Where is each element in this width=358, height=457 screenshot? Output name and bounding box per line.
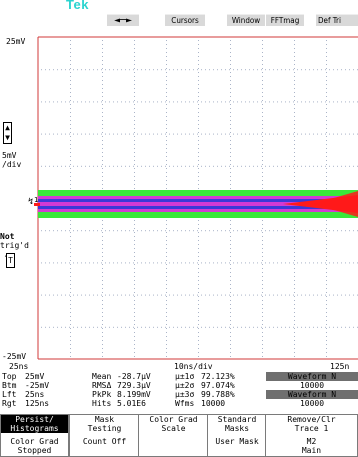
readout-row: Lft 25ns PkPk 8.199mV µ±3σ 99.788% Waveform N — [0, 390, 358, 399]
button-status-text: User Mask — [215, 437, 259, 446]
button-label-line: Testing — [87, 424, 122, 433]
readout-axis-label: Lft — [2, 390, 17, 399]
readout-stat-value: 5.01E6 — [117, 399, 146, 408]
readout-stat-label: Hits — [92, 399, 112, 408]
button-status-text: Color Grad — [10, 437, 59, 446]
channel-ground-icon: ↯ — [28, 197, 34, 207]
volts-per-div-unit: /div — [2, 160, 22, 169]
trigger-level-letter: T — [8, 256, 13, 265]
readout-sigma-value: 99.788% — [201, 390, 235, 399]
readout-sigma-label: µ±2σ — [175, 381, 195, 390]
arrow-up-icon: ▲ — [5, 123, 10, 132]
menu-buttons: Persist/Histograms Color Grad Stopped Mask T… — [0, 414, 358, 457]
waveform-count-label: Waveform N — [266, 372, 358, 381]
button-label-line: Persist/ — [1, 415, 68, 424]
top-toolbar: Tek ◄─► Cursors Window FFTmag Def Tri — [0, 0, 358, 26]
not-triggered-label: Not — [0, 232, 15, 241]
top-level-label: 25mV — [6, 37, 26, 46]
bottom-level-label: -25mV — [2, 352, 27, 361]
readout-stat-label: Mean — [92, 372, 112, 381]
cursors-button[interactable]: Cursors — [165, 14, 205, 26]
readout-stat-value: 8.199mV — [117, 390, 151, 399]
readout-row: Rgt 125ns Hits 5.01E6 Wfms 10000 10000 — [0, 399, 358, 408]
color-grad-scale-button[interactable]: Color Grad Scale — [138, 414, 209, 457]
time-right-label: 125n — [330, 362, 350, 371]
button-status-text: Main — [301, 446, 322, 455]
button-label-line: Remove/Clr — [287, 415, 336, 424]
vertical-position-marker[interactable]: ▲ ▼ — [3, 122, 12, 144]
readout-sigma-value: 72.123% — [201, 372, 235, 381]
readout-sigma-label: Wfms — [175, 399, 195, 408]
waveform-count-value: 10000 — [299, 399, 325, 408]
readout-axis-value: -25mV — [25, 381, 50, 390]
button-label-line: Histograms — [1, 424, 68, 433]
horizontal-arrows-button[interactable]: ◄─► — [107, 14, 139, 26]
fftmag-button[interactable]: FFTmag — [266, 14, 304, 26]
window-button[interactable]: Window — [227, 14, 265, 26]
channel-number: 1 — [34, 196, 39, 204]
waveform-count-value: 10000 — [299, 381, 325, 390]
readout-row: Btm -25mV RMSΔ 729.3µV µ±2σ 97.074% 10000 — [0, 381, 358, 390]
trigger-level-marker[interactable]: T — [6, 253, 15, 268]
time-per-div-label: 10ns/div — [174, 362, 213, 371]
readout-axis-value: 25mV — [25, 372, 45, 381]
readout-axis-label: Btm — [2, 381, 17, 390]
waveform-count-label: Waveform N — [266, 390, 358, 399]
readout-sigma-value: 97.074% — [201, 381, 235, 390]
def-trig-button[interactable]: Def Tri — [316, 14, 358, 26]
histogram-trace — [34, 190, 358, 218]
readout-sigma-value: 10000 — [201, 399, 226, 408]
readout-sigma-label: µ±3σ — [175, 390, 195, 399]
readout-axis-value: 125ns — [25, 399, 50, 408]
arrow-down-icon: ▼ — [5, 133, 10, 142]
button-label-line: Trace 1 — [294, 424, 329, 433]
button-label-line: Mask — [94, 415, 115, 424]
button-status-text: Count Off — [82, 437, 127, 446]
readout-stat-label: RMSΔ — [92, 381, 112, 390]
readout-sigma-label: µ±1σ — [175, 372, 195, 381]
readout-stat-label: PkPk — [92, 390, 112, 399]
button-status-text: Stopped — [17, 446, 52, 455]
button-label-line: Masks — [224, 424, 250, 433]
brand-logo: Tek — [66, 0, 89, 12]
button-label-line: Scale — [161, 424, 186, 433]
mask-testing-button[interactable]: Mask Testing Count Off — [69, 414, 140, 457]
button-status-text: M2 — [306, 437, 317, 446]
remove-clr-trace-button[interactable]: Remove/Clr Trace 1 M2 Main — [265, 414, 358, 457]
standard-masks-button[interactable]: Standard Masks User Mask — [207, 414, 267, 457]
readout-axis-value: 25ns — [25, 390, 45, 399]
button-label-line: Standard — [217, 415, 257, 424]
persist-histograms-button[interactable]: Persist/Histograms Color Grad Stopped — [0, 414, 69, 457]
readout-stat-value: -28.7µV — [117, 372, 151, 381]
trigd-label: trig'd — [0, 241, 29, 250]
readout-row: Top 25mV Mean -28.7µV µ±1σ 72.123% Waveform N — [0, 372, 358, 381]
button-label-line: Color Grad — [149, 415, 198, 424]
readout-axis-label: Rgt — [2, 399, 17, 408]
readout-axis-label: Top — [2, 372, 17, 381]
time-left-label: 25ns — [9, 362, 29, 371]
volts-per-div-value: 5mV — [2, 151, 17, 160]
readout-stat-value: 729.3µV — [117, 381, 151, 390]
